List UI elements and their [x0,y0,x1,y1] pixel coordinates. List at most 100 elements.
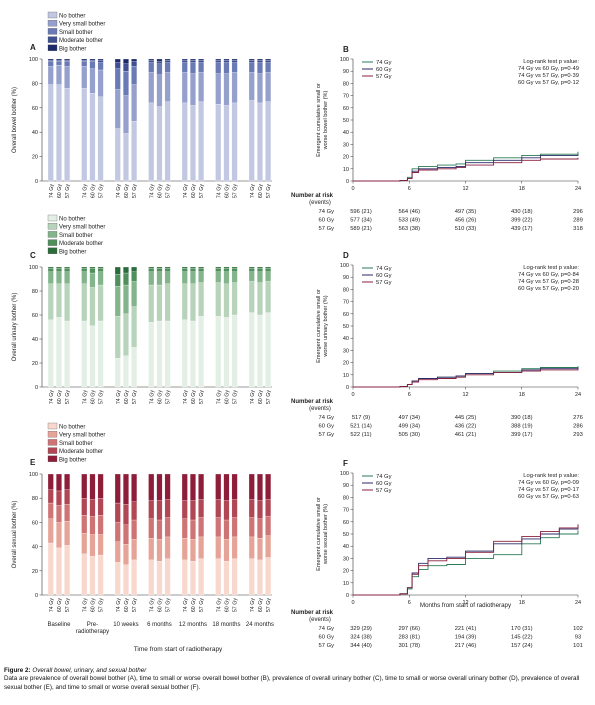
panel-letter: D [343,251,349,260]
bar-segment [156,539,163,562]
bar-group-label: 57 Gy [132,598,138,612]
bar-segment [231,72,238,104]
bar-segment [215,536,222,559]
x-tick-label: 0 [351,600,354,606]
legend-swatch [47,28,58,35]
timepoint-label: Baseline [47,622,71,628]
bar-segment [56,271,62,284]
bar-group-label: 74 Gy [216,598,222,612]
bar-segment [131,61,138,67]
bar-segment [265,557,272,596]
legend-label: Small bother [59,233,93,239]
timepoint-label: 6 months [147,622,172,628]
bar-group-label: 60 Gy [191,598,197,612]
risk-value: 157 (24) [511,643,533,649]
bar-segment [64,545,71,596]
logrank-annotation: 74 Gy vs 60 Gy, p=0·09 [518,480,579,486]
logrank-annotation: 60 Gy vs 57 Gy, p=0·12 [518,80,579,86]
bar-group-label: 57 Gy [199,184,205,198]
risk-value: 390 (18) [511,415,533,421]
bar-segment [81,533,88,554]
y-tick-label: 50 [343,324,349,330]
y-tick-label: 100 [29,472,38,478]
bar-segment [148,559,155,596]
x-tick-label: 18 [519,186,525,192]
y-tick-label: 60 [32,313,38,319]
bar-segment [215,73,222,105]
bar-segment [47,502,54,519]
y-tick-label: 20 [343,361,349,367]
risk-value: 521 (14) [350,424,372,430]
risk-value: 436 (22) [455,424,477,430]
bar-segment [257,282,263,316]
bar-segment [81,58,88,61]
bar-segment [81,271,88,284]
risk-value: 344 (40) [350,643,372,649]
bar-segment [223,105,230,182]
bar-segment [156,500,163,521]
logrank-annotation: 74 Gy vs 57 Gy, p=0·28 [518,279,579,285]
bar-group-label: 74 Gy [116,598,122,612]
bar-segment [190,500,196,521]
bar-group-label: 60 Gy [90,184,96,198]
bar-segment [198,60,205,63]
bar-segment [257,314,263,388]
y-tick-label: 60 [343,520,349,526]
panel-letter: A [30,43,36,52]
bar-segment [114,68,121,90]
risk-value: 564 (46) [398,209,420,215]
bar-segment [198,268,205,272]
bar-segment [164,58,171,61]
bar-segment [47,266,54,269]
bar-segment [215,271,222,283]
bar-segment [164,558,171,596]
x-tick-label: 6 [408,600,411,606]
bar-segment [231,558,238,596]
y-tick-label: 10 [343,581,349,587]
bar-segment [215,499,222,518]
bar-segment [81,268,88,272]
bar-segment [89,499,96,517]
y-axis-label: worse bowel bother (%) [323,90,329,150]
bar-segment [223,560,230,596]
panel-c: No bother Very small bother Small bother Mo… [12,214,272,404]
bar-segment [131,539,138,561]
bar-segment [123,71,129,96]
x-tick-label: 12 [462,392,468,398]
bar-segment [215,473,222,500]
bar-segment [223,473,230,501]
bar-segment [56,266,62,269]
bar-segment [123,266,129,274]
bar-group-label: 74 Gy [116,184,122,198]
bar-segment [215,104,222,182]
panel-letter: B [343,45,349,54]
bar-segment [231,536,238,559]
bar-group-label: 60 Gy [90,598,96,612]
bar-segment [56,61,62,66]
risk-value: 221 (41) [455,626,477,632]
bar-segment [198,58,205,61]
bar-group-label: 74 Gy [49,598,55,612]
bar-group-label: 60 Gy [157,184,163,198]
bar-segment [265,473,272,500]
legend-label: Very small bother [59,22,105,28]
bar-segment [123,272,129,286]
bar-segment [190,105,196,182]
bar-segment [114,541,121,563]
bar-segment [47,84,54,182]
bar-segment [231,58,238,61]
bar-segment [156,106,163,182]
bar-segment [257,58,263,61]
y-tick-label: 60 [32,520,38,526]
bar-group-label: 57 Gy [99,598,105,612]
bar-segment [164,320,171,388]
bar-segment [148,500,155,519]
y-tick-label: 40 [343,544,349,550]
risk-subtitle: (events) [309,617,331,623]
legend-label: 74 Gy [376,60,392,66]
legend-swatch [47,239,58,246]
bar-segment [231,60,238,63]
risk-value: 497 (34) [398,415,420,421]
risk-value: 283 (81) [398,635,420,641]
bar-segment [64,268,71,272]
